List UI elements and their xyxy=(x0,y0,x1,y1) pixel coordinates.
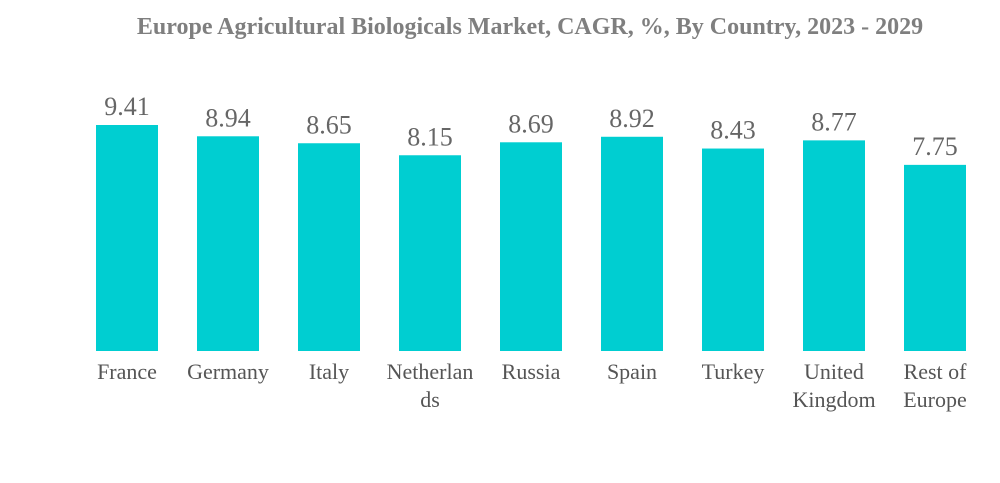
category-label: Europe xyxy=(903,387,967,412)
value-label: 8.94 xyxy=(205,103,251,132)
bar-rest-of-europe xyxy=(904,164,966,351)
category-label: Russia xyxy=(502,359,561,384)
value-label: 8.77 xyxy=(811,107,857,136)
bar-france xyxy=(96,125,158,351)
bar-united-kingdom xyxy=(803,140,865,351)
category-label: Netherlan xyxy=(387,359,474,384)
bar-italy xyxy=(298,143,360,351)
category-label: Rest of xyxy=(904,359,968,384)
category-label: United xyxy=(804,359,864,384)
value-label: 8.65 xyxy=(306,110,352,139)
bar-netherlands xyxy=(399,155,461,351)
category-label: France xyxy=(97,359,157,384)
category-label: Turkey xyxy=(702,359,765,384)
category-label: Spain xyxy=(607,359,657,384)
value-label: 9.41 xyxy=(104,92,150,121)
category-label: ds xyxy=(420,387,440,412)
value-label: 8.43 xyxy=(710,116,756,145)
bar-turkey xyxy=(702,148,764,351)
category-label: Kingdom xyxy=(792,387,875,412)
value-label: 7.75 xyxy=(912,132,958,161)
category-label: Germany xyxy=(187,359,269,384)
chart-title: Europe Agricultural Biologicals Market, … xyxy=(136,14,924,40)
bar-spain xyxy=(601,136,663,351)
bar-germany xyxy=(197,136,259,351)
value-label: 8.69 xyxy=(508,109,554,138)
category-label: Italy xyxy=(309,359,349,384)
bar-russia xyxy=(500,142,562,351)
value-label: 8.15 xyxy=(407,122,453,151)
value-label: 8.92 xyxy=(609,104,655,133)
